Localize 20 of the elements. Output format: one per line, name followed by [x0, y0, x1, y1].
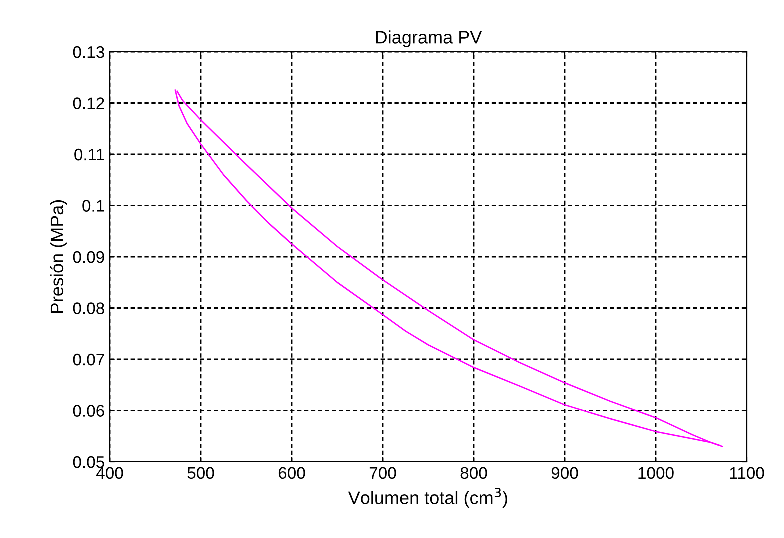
x-tick-label: 500	[188, 467, 214, 480]
y-tick-label: 0.09	[73, 251, 104, 264]
x-tick-label: 600	[278, 467, 306, 480]
x-tick-label: 1000	[638, 467, 674, 480]
x-tick-label: 900	[552, 467, 578, 480]
x-tick-label: 800	[460, 467, 488, 480]
y-tick-label: 0.11	[74, 148, 104, 161]
y-tick-label: 0.07	[73, 354, 104, 366]
x-axis-title: Volumen total (cm$^{3}$)	[348, 488, 508, 508]
y-axis-title: Presión (MPa)	[50, 200, 68, 314]
x-tick-label: 700	[370, 467, 396, 480]
x-tick-label: 1100	[730, 467, 764, 480]
y-tick-label: 0.1	[82, 200, 104, 212]
y-tick-label: 0.05	[73, 456, 104, 468]
y-tick-label: 0.12	[73, 98, 104, 110]
y-tick-label: 0.06	[73, 405, 104, 417]
y-tick-label: 0.13	[73, 46, 104, 58]
x-tick-label: 400	[96, 467, 124, 480]
y-tick-label: 0.08	[73, 302, 104, 314]
chart-title: Diagrama PV	[376, 30, 482, 48]
